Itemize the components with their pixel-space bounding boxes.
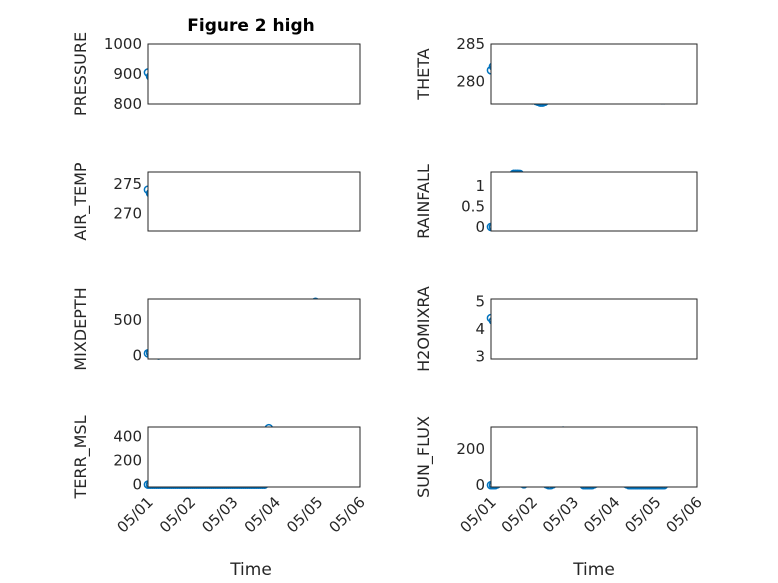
pressure-y-label: PRESSURE <box>71 32 90 116</box>
sun-flux-x-tick-label: 05/02 <box>498 493 541 536</box>
sun-flux-y-tick-label: 200 <box>456 440 485 458</box>
subplot-mixdepth: 0 500 MIXDEPTH <box>71 287 361 371</box>
rainfall-y-tick-label: 1 <box>475 177 485 195</box>
air-temp-y-label: AIR_TEMP <box>71 162 91 240</box>
mixdepth-y-tick-label: 500 <box>113 311 142 329</box>
subplot-air-temp: 270 275 AIR_TEMP <box>71 162 361 241</box>
theta-y-tick-label: 280 <box>456 73 485 91</box>
pressure-y-tick-label: 1000 <box>104 35 142 53</box>
sun-flux-x-tick-label: 05/01 <box>457 493 500 536</box>
subplot-pressure: 800 900 1000 PRESSURE <box>71 32 361 116</box>
mixdepth-axes-frame <box>147 298 361 360</box>
terr-msl-y-tick-label: 0 <box>132 476 142 494</box>
h2omixra-y-tick-label: 5 <box>475 293 485 311</box>
subplot-sun-flux: 0 200 SUN_FLUX 05/0105/0205/0305/0405/0505/… <box>414 416 706 536</box>
sun-flux-x-tick-label: 05/05 <box>621 493 664 536</box>
sun-flux-x-tick-label: 05/06 <box>663 493 706 536</box>
terr-msl-y-tick-label: 400 <box>113 428 142 446</box>
terr-msl-y-tick-label: 200 <box>113 452 142 470</box>
figure-title: Figure 2 high <box>187 16 315 36</box>
pressure-y-tick-label: 900 <box>113 65 142 83</box>
h2omixra-axes-frame <box>490 298 698 360</box>
subplot-terr-msl: 0 200 400 TERR_MSL 05/01 05/02 05/03 05/04 05/05… <box>71 415 369 536</box>
terr-msl-y-label: TERR_MSL <box>71 415 91 499</box>
sun-flux-x-tick-label: 05/04 <box>580 493 623 536</box>
rainfall-y-label: RAINFALL <box>414 164 433 239</box>
rainfall-y-tick-label: 0.5 <box>461 198 485 216</box>
sun-flux-y-tick-label: 0 <box>475 476 485 494</box>
mixdepth-y-label: MIXDEPTH <box>71 287 90 370</box>
h2omixra-y-label: H2OMIXRA <box>414 286 433 372</box>
theta-y-tick-label: 285 <box>456 35 485 53</box>
subplot-h2omixra: 3 4 5 H2OMIXRA <box>414 286 698 372</box>
rainfall-y-tick-label: 0 <box>475 218 485 236</box>
terr-msl-x-tick-label: 05/06 <box>326 493 369 536</box>
pressure-axes-frame <box>147 43 361 105</box>
air-temp-y-tick-label: 275 <box>113 175 142 193</box>
h2omixra-y-tick-label: 3 <box>475 347 485 365</box>
theta-y-label: THETA <box>414 48 433 100</box>
sun-flux-y-label: SUN_FLUX <box>414 416 434 498</box>
theta-axes-frame <box>490 43 698 105</box>
sun-flux-axes-frame <box>490 426 698 488</box>
x-axis-label-left: Time <box>229 560 272 580</box>
terr-msl-x-tick-label: 05/02 <box>156 493 199 536</box>
sun-flux-x-tick-label: 05/03 <box>539 493 582 536</box>
x-axis-label-right: Time <box>572 560 615 580</box>
rainfall-axes-frame <box>490 171 698 232</box>
terr-msl-x-tick-label: 05/03 <box>198 493 241 536</box>
subplot-rainfall: 0 0.5 1 RAINFALL <box>414 164 698 239</box>
terr-msl-x-tick-label: 05/05 <box>283 493 326 536</box>
pressure-y-tick-label: 800 <box>113 95 142 113</box>
air-temp-axes-frame <box>147 171 361 232</box>
mixdepth-y-tick-label: 0 <box>132 346 142 364</box>
h2omixra-y-tick-label: 4 <box>475 320 485 338</box>
subplot-theta: 280 285 THETA <box>414 35 698 107</box>
air-temp-y-tick-label: 270 <box>113 204 142 222</box>
terr-msl-axes-frame <box>147 426 361 488</box>
terr-msl-x-tick-label: 05/01 <box>114 493 157 536</box>
terr-msl-x-tick-label: 05/04 <box>241 493 284 536</box>
